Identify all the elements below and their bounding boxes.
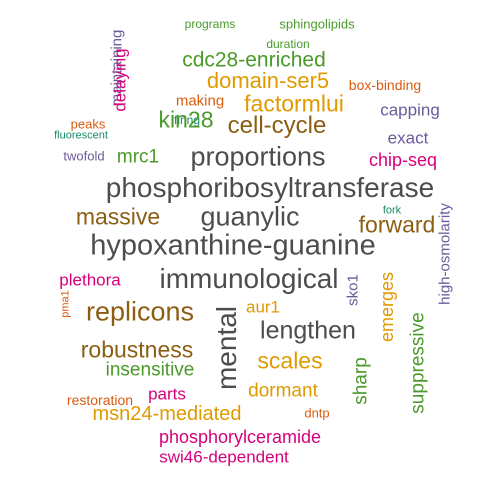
word-suppressive: suppressive [407, 312, 429, 414]
word-peaks: peaks [70, 116, 106, 132]
word-swi46-dependent: swi46-dependent [159, 447, 289, 467]
word-massive: massive [75, 203, 161, 230]
word-twofold: twofold [63, 148, 105, 164]
word-box-binding: box-binding [348, 77, 422, 93]
word-cdc28-enriched: cdc28-enriched [182, 48, 326, 72]
word-high-osmolarity: high-osmolarity [436, 203, 454, 305]
word-mental: mental [211, 305, 242, 391]
word-robustness: robustness [80, 336, 194, 363]
word-hypoxanthine-guanine: hypoxanthine-guanine [90, 229, 376, 262]
word-lengthen: lengthen [260, 316, 356, 345]
word-delaying: delaying [110, 48, 130, 112]
word-factormlui: factormlui [244, 90, 344, 117]
word-restoration: restoration [66, 392, 134, 408]
word-fork: fork [382, 204, 402, 217]
word-making: making [175, 92, 225, 110]
word-proportions: proportions [190, 141, 326, 172]
word-duration: duration [266, 37, 310, 51]
word-forward: forward [358, 211, 436, 238]
word-firing: firing [173, 113, 201, 127]
word-msn24-mediated: msn24-mediated [92, 403, 242, 425]
word-fluorescent: fluorescent [54, 129, 108, 142]
word-insensitive: insensitive [105, 359, 195, 381]
word-mrc1: mrc1 [116, 146, 160, 168]
word-immunological: immunological [159, 263, 339, 294]
word-chip-seq: chip-seq [368, 150, 438, 170]
word-domain-ser5: domain-ser5 [206, 68, 330, 93]
word-plethora: plethora [59, 270, 121, 290]
word-capping: capping [380, 100, 440, 120]
word-phosphorylceramide: phosphorylceramide [158, 427, 322, 447]
word-aur1: aur1 [245, 297, 281, 317]
word-kin28: kin28 [158, 106, 214, 133]
word-dormant: dormant [248, 380, 318, 402]
word-emerges: emerges [377, 271, 397, 343]
word-sharp: sharp [350, 357, 372, 405]
word-pma1: pma1 [59, 290, 72, 318]
word-sphingolipids: sphingolipids [279, 16, 355, 32]
word-cell-cycle: cell-cycle [227, 112, 327, 139]
word-sko1: sko1 [344, 274, 362, 306]
word-parts: parts [148, 384, 186, 404]
word-guanylic: guanylic [200, 201, 300, 232]
word-scales: scales [257, 347, 323, 374]
word-exact: exact [387, 128, 429, 148]
word-phosphoribosyltransferase: phosphoribosyltransferase [105, 172, 435, 203]
word-dntp: dntp [304, 405, 330, 421]
word-replicons: replicons [85, 296, 195, 327]
word-programs: programs [184, 17, 236, 31]
